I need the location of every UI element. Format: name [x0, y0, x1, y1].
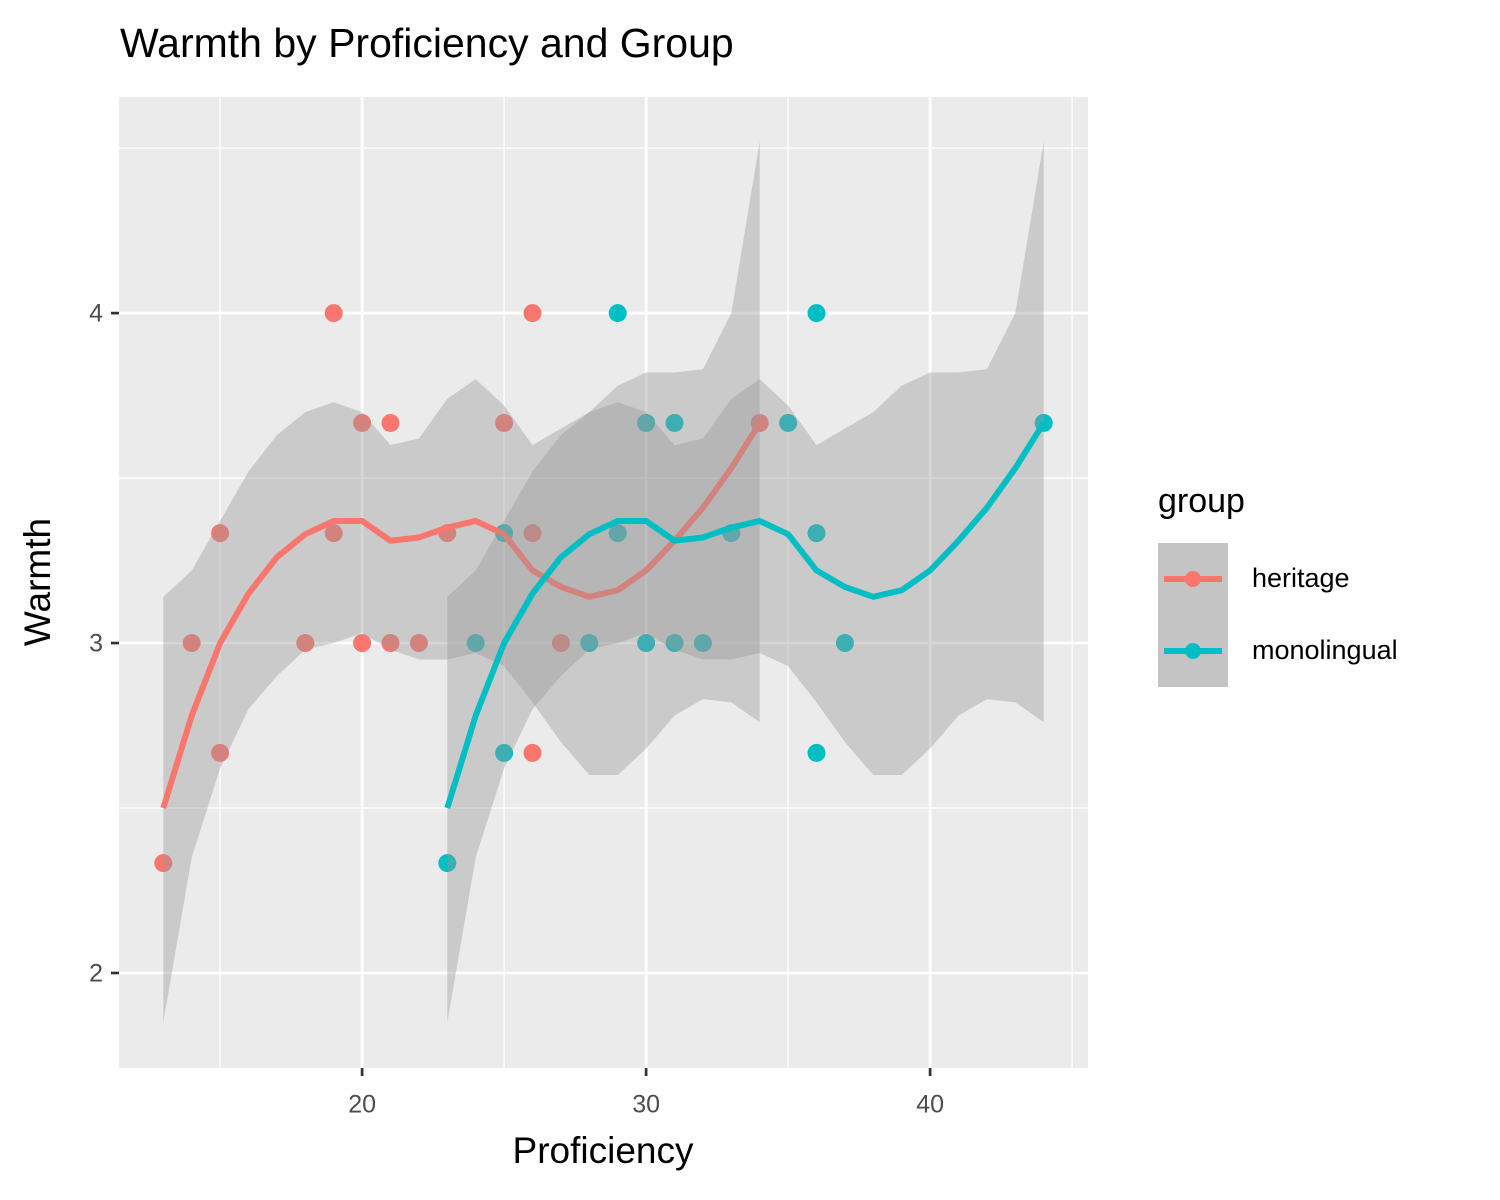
- point: [523, 304, 542, 323]
- plot-panel: [119, 97, 1088, 1068]
- confidence-band: [447, 141, 1044, 1023]
- point: [779, 413, 798, 432]
- point: [438, 854, 457, 873]
- point: [835, 634, 854, 653]
- point: [807, 524, 826, 543]
- point: [608, 524, 627, 543]
- point: [353, 413, 372, 432]
- point: [381, 634, 400, 653]
- y-axis-title: Warmth: [17, 518, 58, 646]
- point: [381, 413, 400, 432]
- point: [665, 634, 684, 653]
- point: [353, 634, 372, 653]
- legend-key-point: [1185, 643, 1201, 659]
- y-tick-label: 2: [89, 960, 103, 988]
- point: [807, 304, 826, 323]
- y-tick-label: 3: [89, 630, 103, 658]
- point: [665, 413, 684, 432]
- x-tick-label: 20: [348, 1091, 376, 1119]
- point: [182, 634, 201, 653]
- point: [324, 524, 343, 543]
- point: [211, 524, 230, 543]
- legend-label: heritage: [1252, 563, 1350, 593]
- point: [296, 634, 315, 653]
- x-tick-label: 30: [632, 1091, 660, 1119]
- y-tick-label: 4: [89, 300, 103, 328]
- x-tick-label: 40: [916, 1091, 944, 1119]
- x-axis-title: Proficiency: [513, 1130, 694, 1171]
- point: [466, 634, 485, 653]
- point: [637, 413, 656, 432]
- legend-title: group: [1158, 482, 1245, 520]
- point: [211, 743, 230, 762]
- legend-label: monolingual: [1252, 635, 1398, 665]
- confidence-band: [163, 141, 760, 1023]
- legend-key-background: [1158, 543, 1228, 687]
- point: [551, 634, 570, 653]
- point: [523, 743, 542, 762]
- chart-title: Warmth by Proficiency and Group: [120, 20, 734, 66]
- legend-key-point: [1185, 571, 1201, 587]
- smooth-line: [444, 421, 1047, 809]
- point: [523, 524, 542, 543]
- point: [637, 634, 656, 653]
- point: [693, 634, 712, 653]
- point: [608, 304, 627, 323]
- smooth-line: [160, 421, 763, 809]
- point: [409, 634, 428, 653]
- point: [807, 743, 826, 762]
- point: [495, 743, 514, 762]
- point: [154, 854, 173, 873]
- point: [324, 304, 343, 323]
- point: [495, 413, 514, 432]
- point: [580, 634, 599, 653]
